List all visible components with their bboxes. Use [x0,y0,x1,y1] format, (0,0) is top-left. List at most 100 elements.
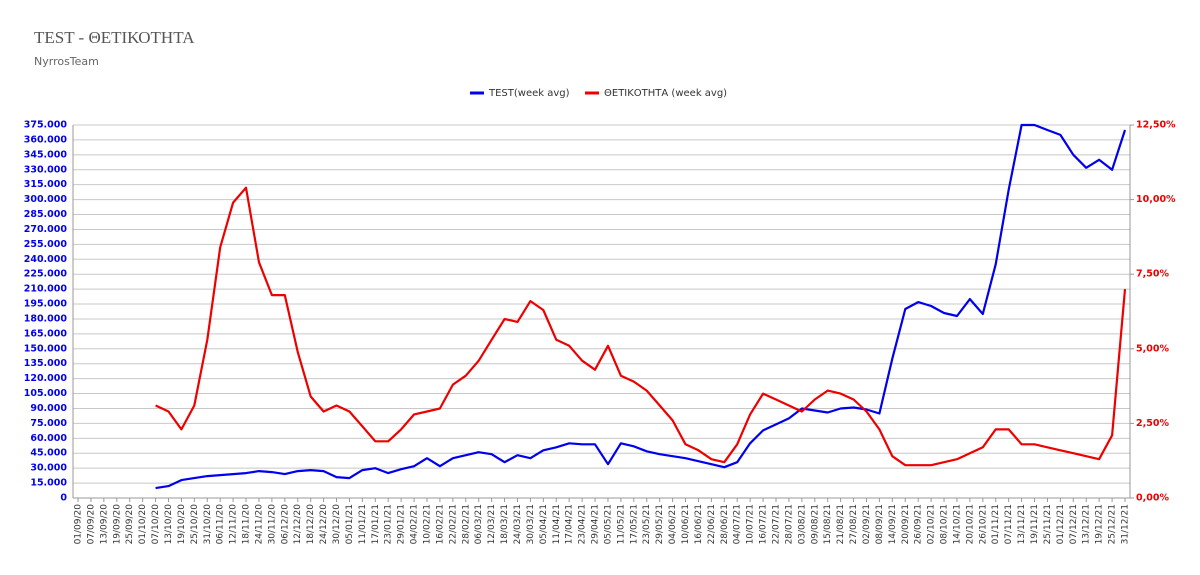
x-tick-label: 18/11/20 [242,504,252,545]
x-tick-label: 13/11/21 [1017,504,1027,544]
x-tick-label: 08/10/21 [940,504,950,544]
x-tick-label: 10/07/21 [746,504,756,544]
x-tick-label: 01/11/21 [991,504,1001,544]
x-tick-label: 11/04/21 [552,504,562,544]
x-tick-label: 04/06/21 [668,504,678,544]
y-tick-label: 345.000 [24,149,68,160]
y-tick-label: 165.000 [24,328,68,339]
x-tick-label: 21/08/21 [836,504,846,544]
y-tick-label: 15.000 [30,478,67,489]
x-tick-label: 24/03/21 [513,504,523,544]
x-tick-label: 31/10/20 [203,504,213,545]
y-tick-label: 120.000 [24,373,68,384]
y-tick-label: 90.000 [30,403,67,414]
x-tick-label: 24/11/20 [254,504,264,545]
x-tick-label: 26/09/21 [914,504,924,544]
x-tick-label: 23/01/21 [384,504,394,544]
x-tick-label: 14/09/21 [888,504,898,544]
x-tick-label: 07/12/21 [1069,504,1079,544]
x-tick-label: 29/01/21 [397,504,407,544]
x-tick-label: 26/10/21 [978,504,988,544]
x-tick-label: 29/04/21 [591,504,601,544]
x-tick-label: 05/04/21 [539,504,549,544]
x-tick-label: 19/10/20 [177,504,187,545]
x-tick-label: 30/12/20 [332,504,342,545]
series-line [155,186,1127,467]
y-tick-label: 60.000 [30,433,67,444]
y-tick-label: 45.000 [30,448,67,459]
y-tick-label: 105.000 [24,388,68,399]
x-tick-label: 19/12/21 [1095,504,1105,544]
x-tick-label: 01/12/21 [1056,504,1066,544]
x-tick-label: 13/10/20 [164,504,174,545]
x-tick-label: 16/07/21 [759,504,769,544]
x-tick-label: 29/05/21 [655,504,665,544]
x-tick-label: 24/12/20 [319,504,329,545]
x-tick-label: 09/08/21 [810,504,820,544]
series-line [155,123,1127,490]
x-tick-label: 12/03/21 [487,504,497,544]
x-tick-label: 31/12/21 [1121,504,1131,544]
x-tick-label: 06/11/20 [216,504,226,545]
x-tick-label: 05/05/21 [603,504,613,544]
chart-subtitle: NyrrosTeam [34,55,99,68]
x-tick-label: 17/05/21 [629,504,639,544]
x-tick-label: 25/09/20 [125,504,135,545]
x-tick-label: 23/05/21 [642,504,652,544]
y-tick-label: 240.000 [24,254,68,265]
x-tick-label: 06/03/21 [474,504,484,544]
y-tick-label: 0 [60,493,67,504]
x-tick-label: 02/10/21 [927,504,937,544]
legend-label: TEST(week avg) [488,88,570,99]
x-tick-label: 11/01/21 [358,504,368,544]
y-tick-label: 135.000 [24,358,68,369]
y2-tick-label: 2,50% [1136,418,1169,429]
x-tick-label: 01/09/20 [74,504,84,545]
x-tick-label: 05/01/21 [345,504,355,544]
x-tick-label: 20/10/21 [965,504,975,544]
x-tick-label: 07/09/20 [86,504,96,545]
x-tick-label: 01/10/20 [138,504,148,545]
x-tick-label: 14/10/21 [952,504,962,544]
y-tick-label: 300.000 [24,194,68,205]
y-tick-label: 360.000 [24,134,68,145]
y-tick-label: 210.000 [24,284,68,295]
y-tick-label: 255.000 [24,239,68,250]
y2-tick-label: 7,50% [1136,269,1169,280]
y-tick-label: 285.000 [24,209,68,220]
x-tick-label: 22/06/21 [707,504,717,544]
x-tick-label: 25/12/21 [1108,504,1118,544]
y-tick-label: 180.000 [24,313,68,324]
y-tick-label: 375.000 [24,120,68,131]
y-tick-label: 75.000 [30,418,67,429]
y2-tick-label: 0,00% [1136,493,1169,504]
x-tick-label: 30/11/20 [267,504,277,545]
x-tick-label: 06/12/20 [280,504,290,545]
x-tick-label: 20/09/21 [901,504,911,544]
x-tick-label: 12/12/20 [293,504,303,545]
chart-title: TEST - ΘΕΤΙΚΟΤΗΤΑ [34,28,195,47]
x-tick-label: 08/09/21 [875,504,885,544]
x-tick-label: 28/07/21 [784,504,794,544]
x-tick-label: 22/07/21 [772,504,782,544]
legend-label: ΘΕΤΙΚΟΤΗΤΑ (week avg) [604,88,727,99]
y-tick-label: 315.000 [24,179,68,190]
x-tick-label: 19/11/21 [1030,504,1040,544]
x-tick-label: 04/02/21 [410,504,420,544]
x-tick-label: 04/07/21 [733,504,743,544]
y-tick-label: 330.000 [24,164,68,175]
x-tick-label: 28/02/21 [461,504,471,544]
x-tick-label: 27/08/21 [849,504,859,544]
y2-tick-label: 5,00% [1136,343,1169,354]
x-tick-label: 19/09/20 [112,504,122,545]
x-tick-label: 07/11/21 [1004,504,1014,544]
y2-tick-label: 12,50% [1136,120,1176,131]
x-tick-label: 16/02/21 [435,504,445,544]
x-tick-label: 11/05/21 [616,504,626,544]
y-tick-label: 150.000 [24,343,68,354]
x-tick-label: 22/02/21 [448,504,458,544]
x-tick-label: 02/09/21 [862,504,872,544]
x-tick-label: 18/03/21 [500,504,510,544]
y-tick-label: 225.000 [24,269,68,280]
